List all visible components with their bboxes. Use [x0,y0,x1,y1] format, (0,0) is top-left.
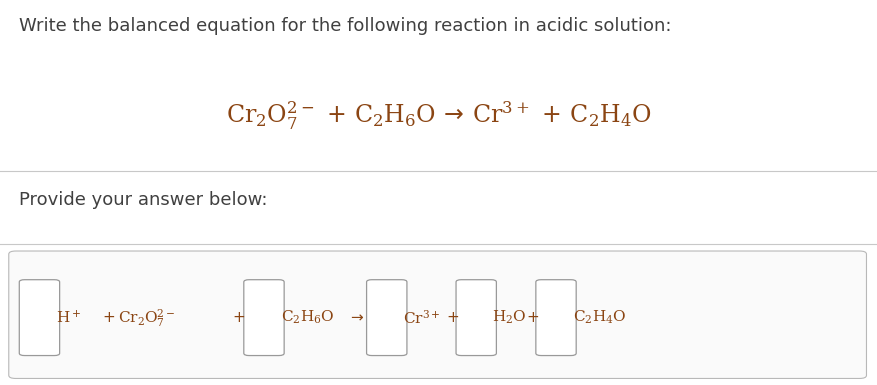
Text: $\mathregular{H^+}$: $\mathregular{H^+}$ [56,309,82,326]
FancyBboxPatch shape [19,280,60,356]
FancyBboxPatch shape [367,280,407,356]
Text: $+$: $+$ [102,311,115,325]
Text: $\mathregular{H_2O}$: $\mathregular{H_2O}$ [492,309,526,326]
Text: $\mathregular{C_2H_4O}$: $\mathregular{C_2H_4O}$ [573,309,626,326]
FancyBboxPatch shape [9,251,866,378]
Text: $+$: $+$ [232,311,246,325]
Text: $\mathregular{Cr_2O_7^{2-}}$$\,+\,\mathregular{C_2H_6O}\,\rightarrow\,\mathregul: $\mathregular{Cr_2O_7^{2-}}$$\,+\,\mathr… [225,99,652,132]
FancyBboxPatch shape [536,280,576,356]
Text: $\mathregular{C_2H_6O}$: $\mathregular{C_2H_6O}$ [281,309,334,326]
FancyBboxPatch shape [456,280,496,356]
Text: $+$: $+$ [446,311,459,325]
FancyBboxPatch shape [244,280,284,356]
Text: $\rightarrow$: $\rightarrow$ [348,311,365,325]
Text: Write the balanced equation for the following reaction in acidic solution:: Write the balanced equation for the foll… [19,17,672,35]
Text: Provide your answer below:: Provide your answer below: [19,191,267,209]
Text: $\mathregular{Cr^{3+}}$: $\mathregular{Cr^{3+}}$ [403,309,441,326]
Text: $\mathregular{Cr_2O_7^{2-}}$: $\mathregular{Cr_2O_7^{2-}}$ [118,307,176,328]
Text: $+$: $+$ [526,311,539,325]
